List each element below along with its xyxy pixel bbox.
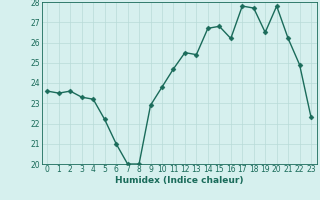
X-axis label: Humidex (Indice chaleur): Humidex (Indice chaleur)	[115, 176, 244, 185]
